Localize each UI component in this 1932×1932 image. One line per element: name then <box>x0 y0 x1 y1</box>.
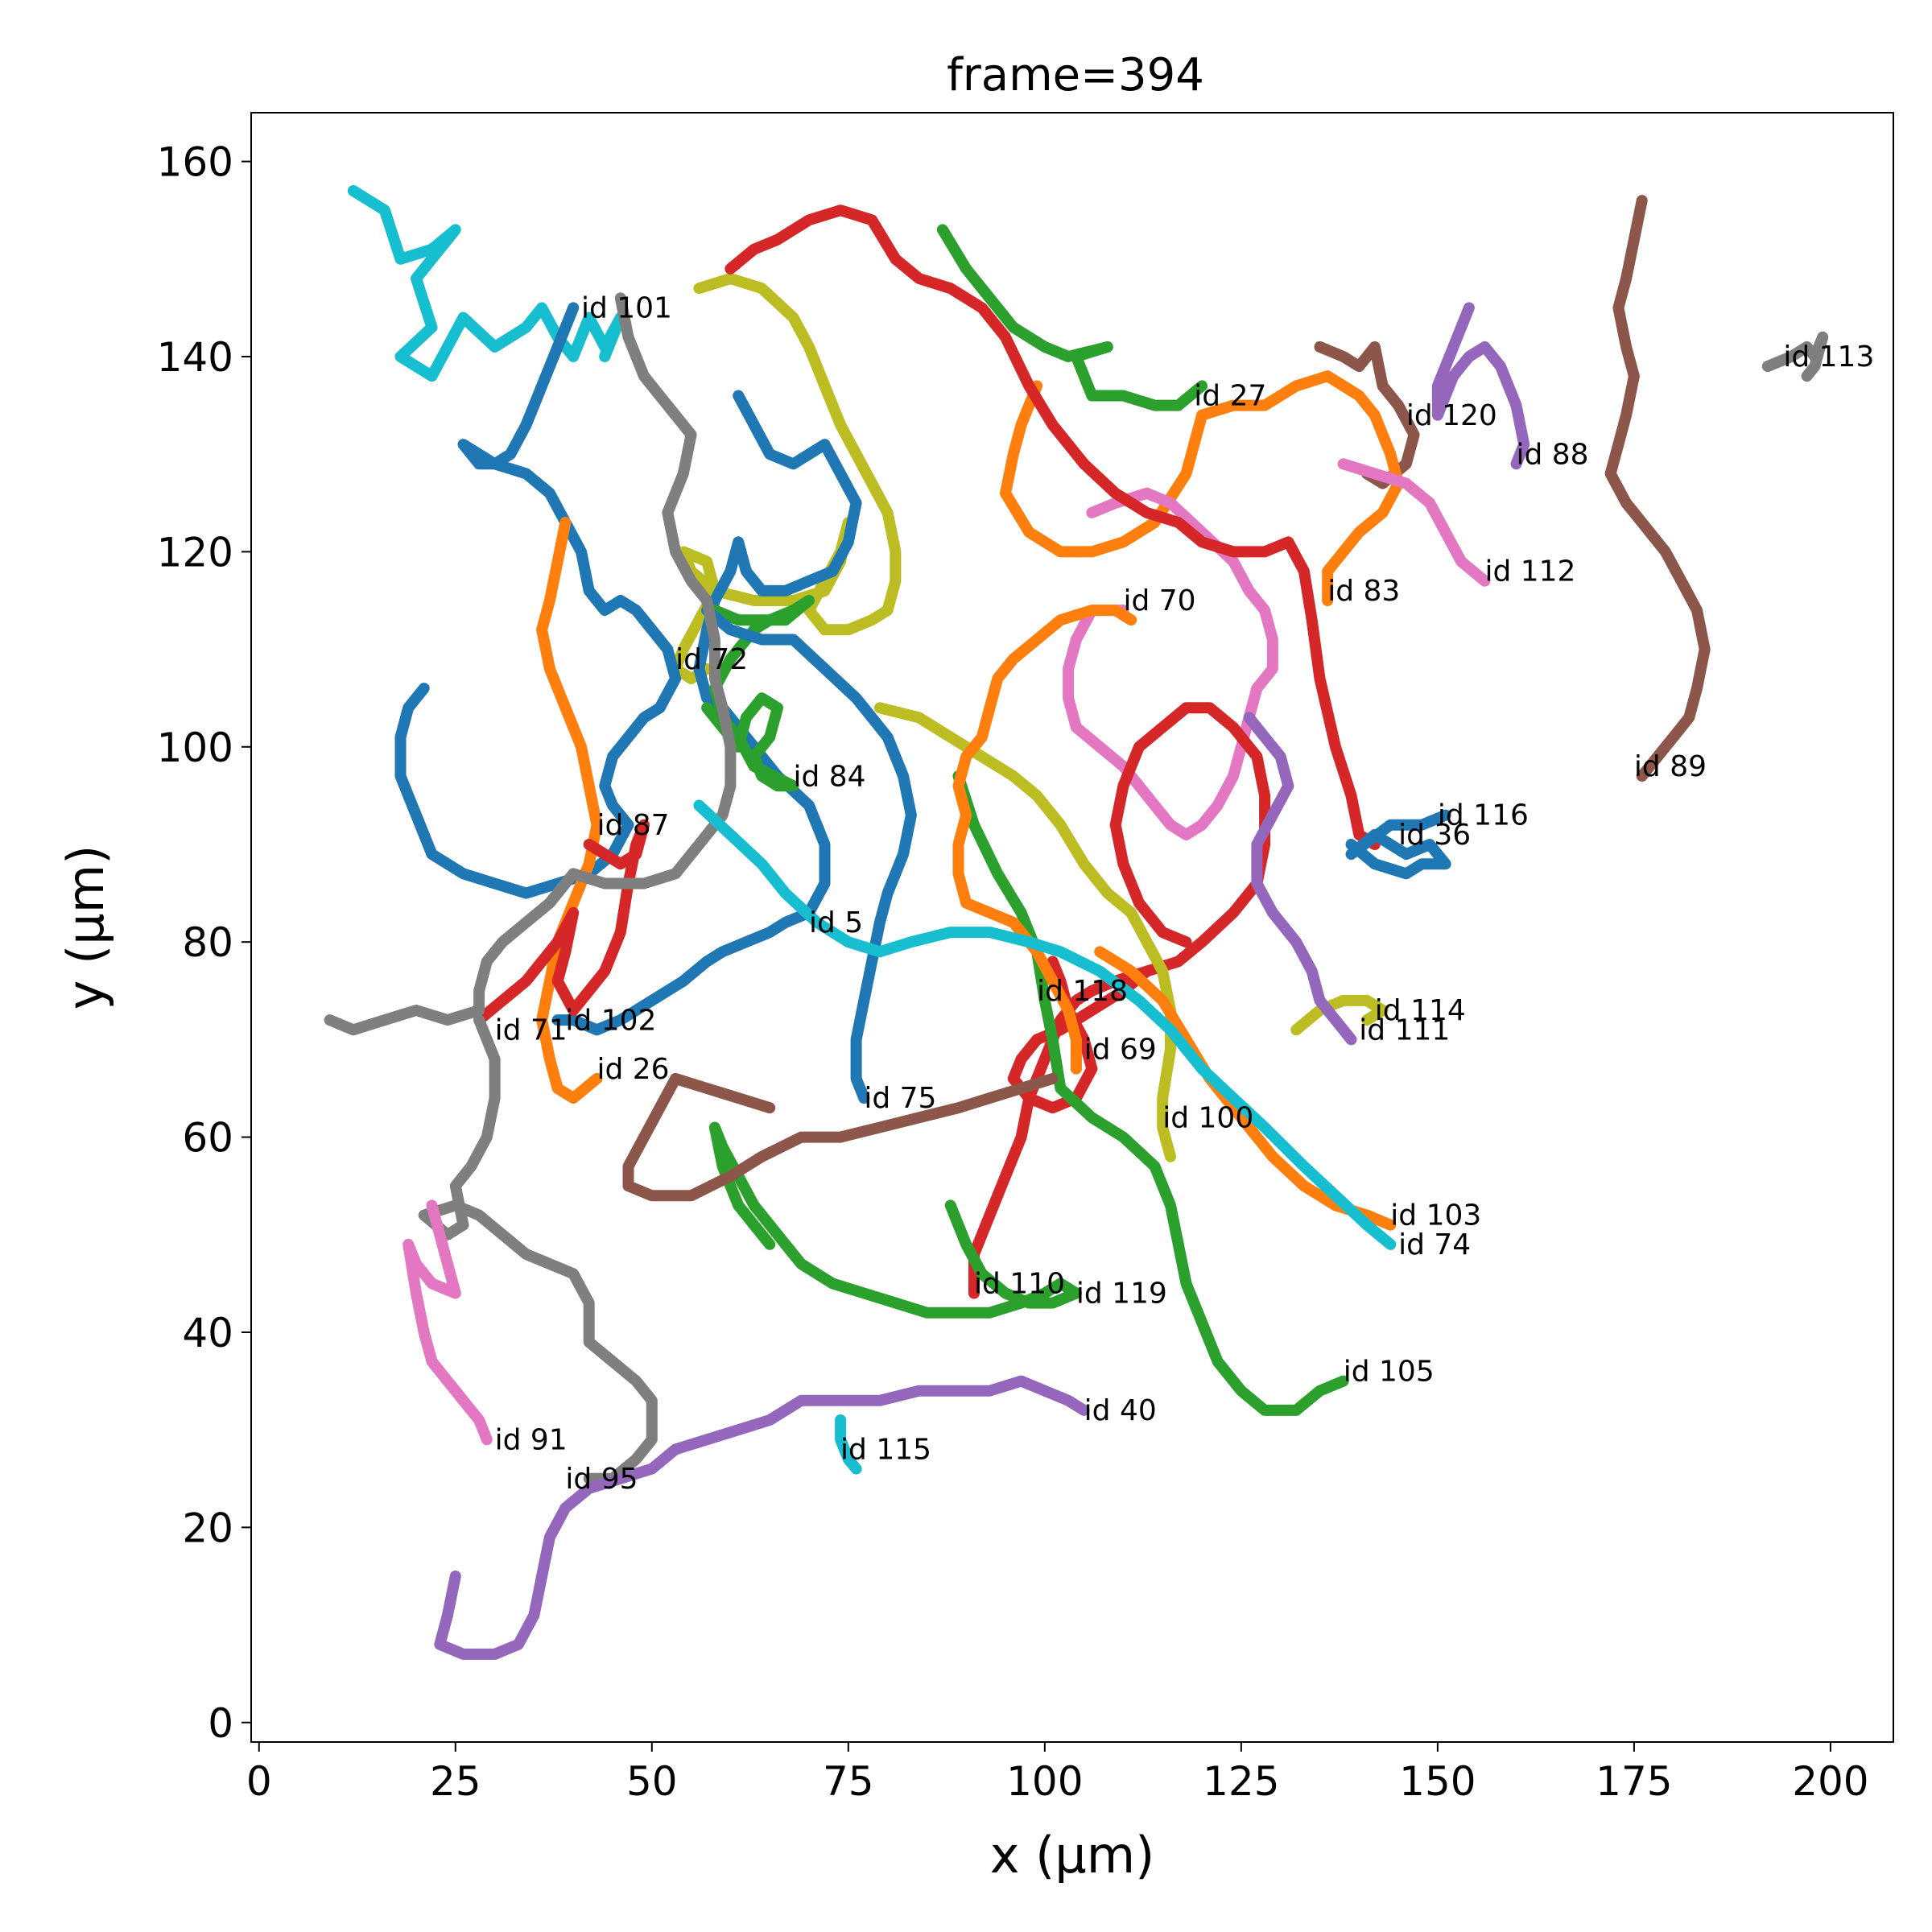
track-id-label: id 101 <box>581 292 672 325</box>
track-id-label: id 69 <box>1084 1034 1157 1067</box>
x-tick-label: 150 <box>1399 1758 1476 1805</box>
y-tick-label: 60 <box>182 1115 233 1162</box>
track-line <box>724 204 1381 850</box>
track-id-label: id 36 <box>1398 819 1471 852</box>
track-id-label: id 105 <box>1344 1356 1435 1389</box>
y-tick-label: 100 <box>157 724 233 771</box>
plot-area: id 101 id 27 id 113 id 120 id 88 id 83 id 112 i… <box>324 185 1875 1660</box>
track-id-label: id 112 <box>1484 555 1575 588</box>
track-id-label: id 26 <box>597 1053 669 1086</box>
track-line <box>1243 712 1357 1046</box>
chart-title: frame=394 <box>947 49 1204 101</box>
x-axis-label: x (μm) <box>990 1826 1155 1885</box>
y-tick-label: 140 <box>157 334 233 381</box>
track-id-label: id 116 <box>1438 799 1529 832</box>
track-line <box>701 605 917 1104</box>
track-line <box>324 292 737 1036</box>
track-line <box>1761 331 1829 382</box>
track-line <box>708 1121 1082 1319</box>
track-id-label: id 87 <box>597 809 669 842</box>
track-labels-group: id 101 id 27 id 113 id 120 id 88 id 83 id 112 i… <box>495 292 1875 1496</box>
track-line <box>952 605 1137 1075</box>
track-line <box>693 799 1397 1250</box>
x-tick-label: 200 <box>1792 1758 1868 1805</box>
y-tick-label: 80 <box>182 919 233 966</box>
track-id-label: id 71 <box>495 1013 568 1046</box>
track-id-label: id 88 <box>1516 438 1588 471</box>
track-line <box>418 1014 658 1484</box>
track-line <box>473 819 650 1026</box>
track-id-label: id 5 <box>809 906 863 939</box>
track-id-label: id 83 <box>1327 575 1400 608</box>
track-id-label: id 114 <box>1375 994 1466 1027</box>
track-id-label: id 110 <box>974 1267 1065 1300</box>
y-tick-label: 160 <box>157 139 233 186</box>
track-id-label: id 100 <box>1162 1101 1253 1134</box>
track-line <box>701 595 815 792</box>
track-line <box>402 1199 493 1446</box>
track-id-label: id 102 <box>565 1004 656 1037</box>
y-axis-label: y (μm) <box>56 845 115 1010</box>
track-line <box>968 702 1271 1299</box>
track-line <box>952 770 1349 1416</box>
track-line <box>551 390 862 1036</box>
track-line <box>1337 458 1491 587</box>
x-tick-label: 75 <box>823 1758 874 1805</box>
track-line <box>622 1072 1059 1202</box>
track-line <box>1000 370 1405 606</box>
track-line <box>434 1375 1090 1660</box>
track-id-label: id 72 <box>675 643 748 676</box>
track-id-label: id 111 <box>1359 1013 1450 1046</box>
x-tick-label: 50 <box>626 1758 678 1805</box>
x-tick-label: 0 <box>246 1758 272 1805</box>
y-tick-label: 20 <box>182 1505 233 1551</box>
track-id-label: id 113 <box>1783 341 1874 374</box>
x-axis-ticks: 0 25 50 75 100 125 150 175 200 <box>246 1742 1869 1805</box>
track-id-label: id 40 <box>1084 1394 1157 1427</box>
track-line <box>670 273 902 684</box>
track-line <box>1290 994 1389 1036</box>
track-id-label: id 75 <box>864 1082 936 1115</box>
track-line <box>1431 302 1530 470</box>
track-id-label: id 27 <box>1194 380 1266 413</box>
y-tick-label: 120 <box>157 529 233 576</box>
track-id-label: id 120 <box>1406 399 1497 432</box>
track-id-label: id 89 <box>1634 750 1707 783</box>
y-axis-ticks: 0 20 40 60 80 100 120 140 160 <box>157 139 251 1747</box>
track-line <box>835 1414 862 1475</box>
track-line <box>1604 195 1711 782</box>
track-id-label: id 118 <box>1037 975 1128 1008</box>
axes-frame <box>250 112 1894 1743</box>
track-id-label: id 74 <box>1398 1228 1471 1261</box>
x-tick-label: 25 <box>430 1758 481 1805</box>
x-tick-label: 100 <box>1006 1758 1083 1805</box>
track-line <box>394 302 682 899</box>
track-line <box>936 224 1208 411</box>
track-id-label: id 91 <box>495 1423 568 1456</box>
track-id-label: id 95 <box>565 1463 638 1496</box>
track-id-label: id 115 <box>840 1434 931 1467</box>
x-tick-label: 175 <box>1596 1758 1672 1805</box>
track-id-label: id 84 <box>793 760 865 793</box>
track-line <box>347 185 626 382</box>
track-id-label: id 70 <box>1123 584 1195 617</box>
track-line <box>1345 809 1451 880</box>
track-id-label: id 119 <box>1076 1278 1167 1311</box>
tracks-group <box>324 185 1829 1660</box>
y-tick-label: 40 <box>182 1310 233 1356</box>
x-tick-label: 125 <box>1203 1758 1279 1805</box>
y-tick-label: 0 <box>208 1700 233 1747</box>
track-id-label: id 103 <box>1390 1199 1481 1232</box>
